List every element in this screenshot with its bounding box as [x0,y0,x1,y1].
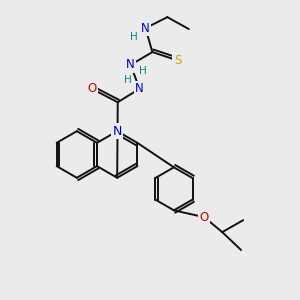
Text: O: O [200,211,209,224]
Text: O: O [87,82,96,95]
Text: N: N [141,22,150,35]
Text: N: N [112,125,122,138]
Text: N: N [126,58,135,71]
Text: H: H [139,67,147,76]
Text: S: S [174,54,181,67]
Text: N: N [135,82,144,95]
Text: H: H [124,75,132,85]
Text: H: H [130,32,137,41]
